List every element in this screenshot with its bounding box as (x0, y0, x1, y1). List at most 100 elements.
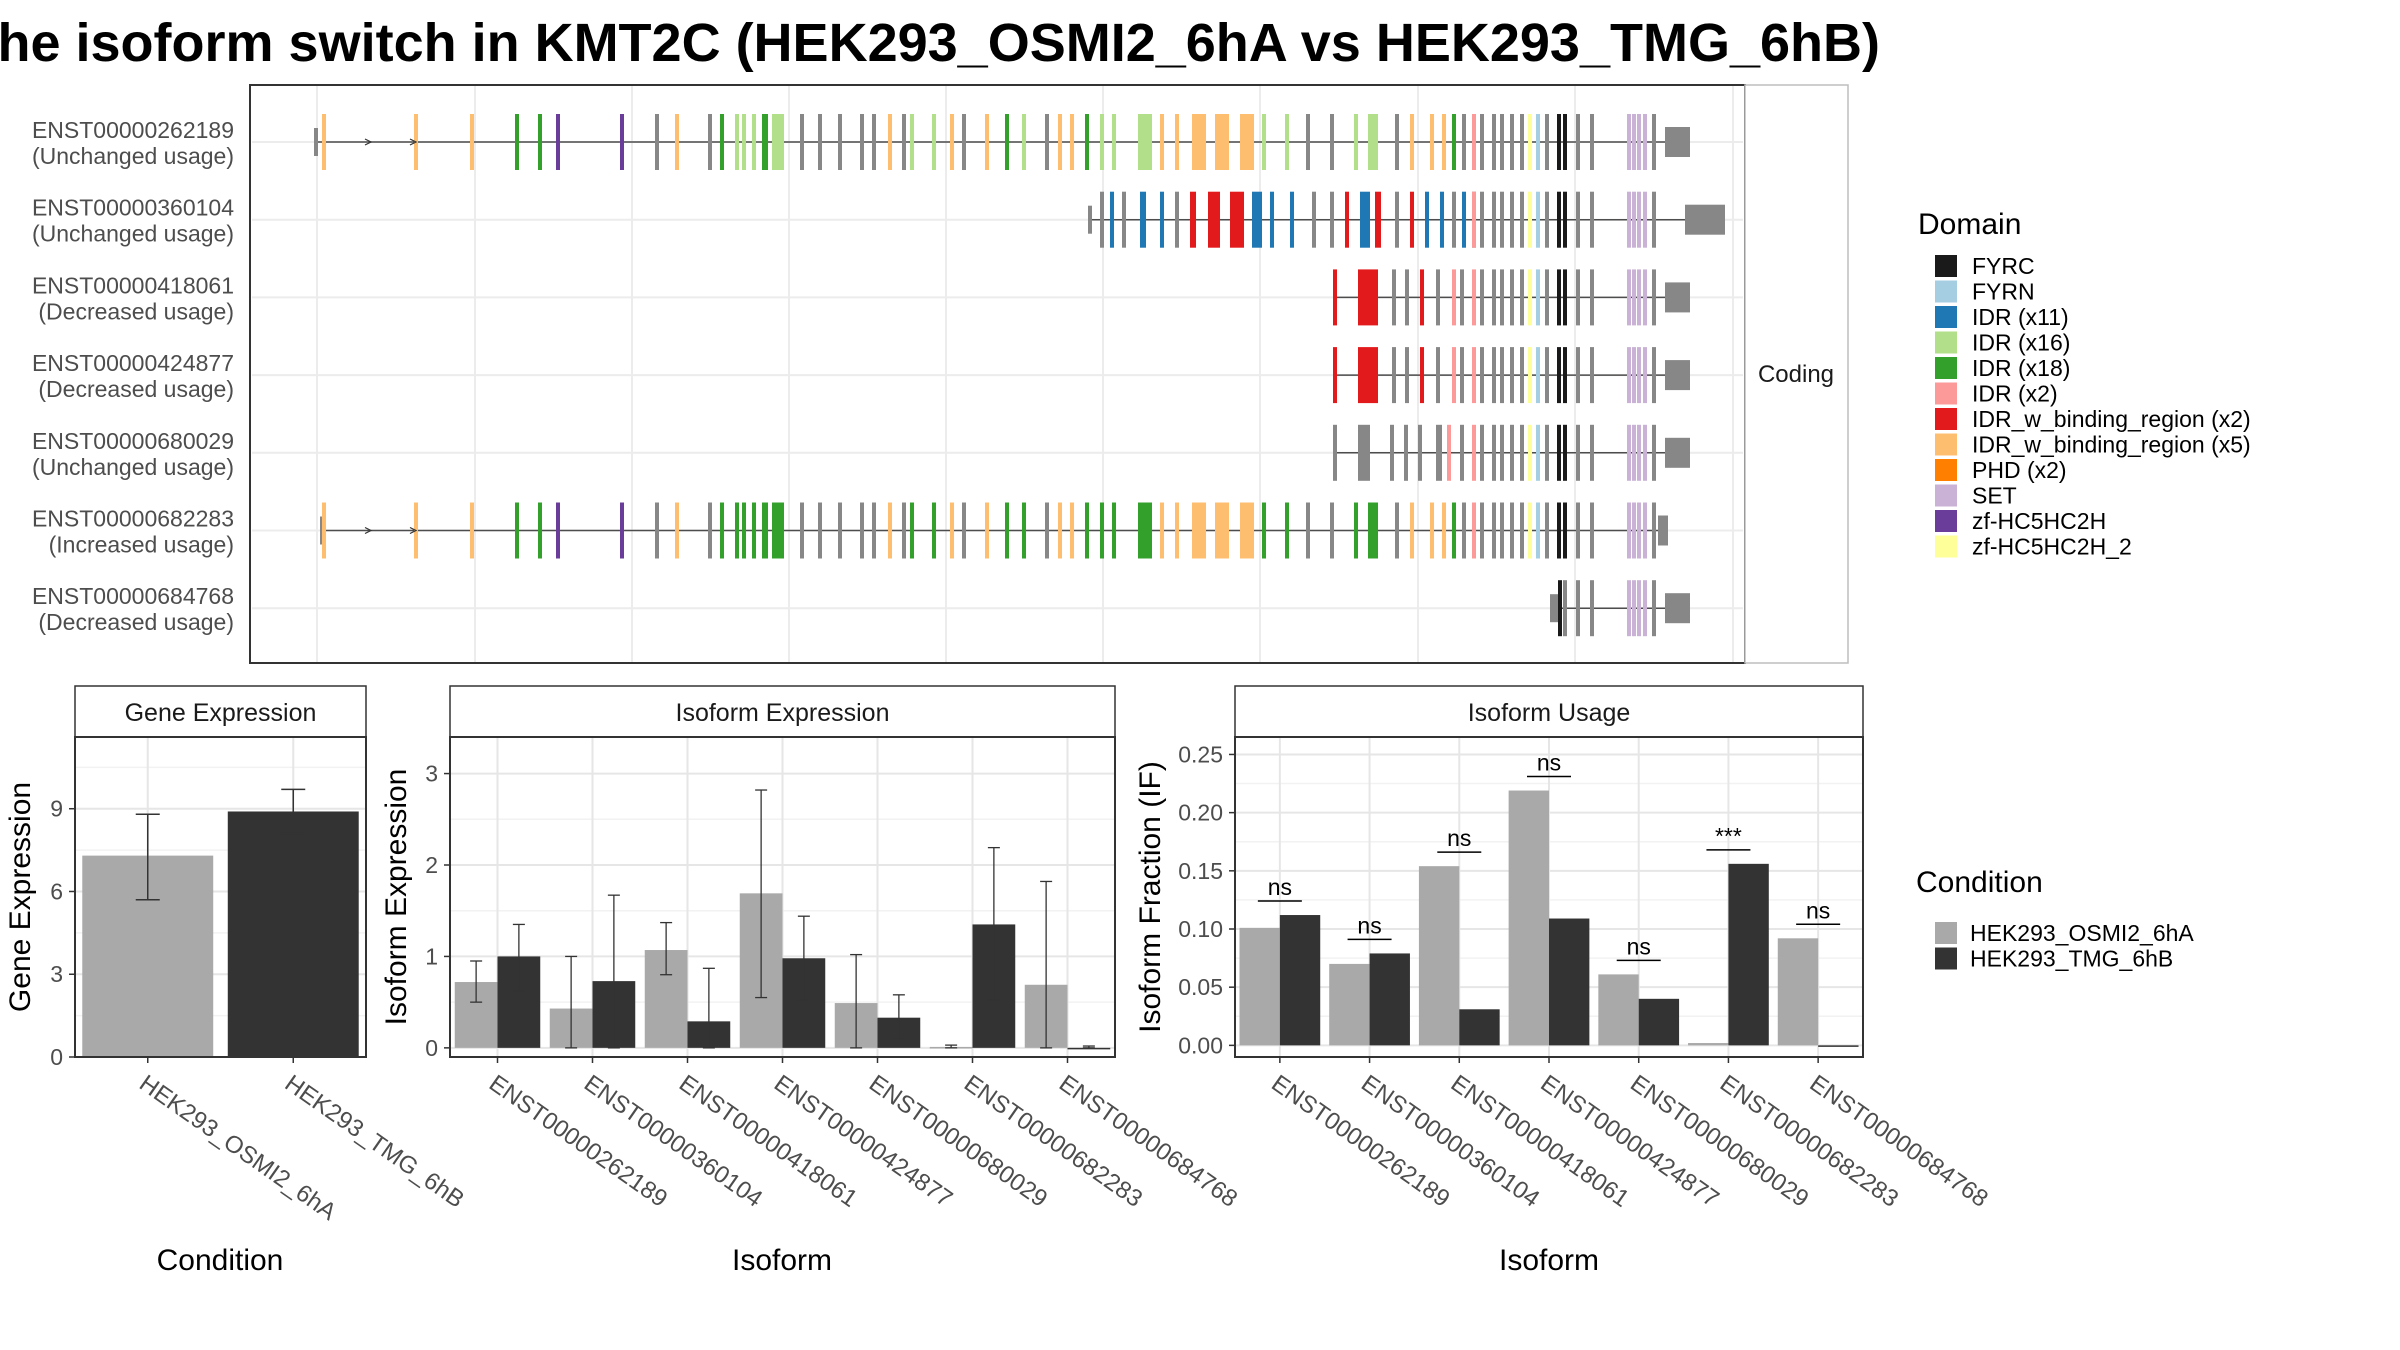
exon (1138, 114, 1152, 170)
exon (1100, 502, 1104, 559)
isoform-usage-label: (Decreased usage) (38, 298, 234, 324)
exon (1462, 191, 1466, 248)
exon (675, 114, 679, 170)
exon (1643, 191, 1647, 248)
exon (1563, 424, 1567, 481)
exon (1590, 424, 1594, 481)
exon (1536, 114, 1540, 170)
transcript-track (1333, 424, 1690, 481)
exon (1500, 269, 1504, 326)
exon (1637, 191, 1641, 248)
exon (675, 502, 679, 559)
exon (735, 114, 739, 170)
utr-block (1665, 437, 1690, 468)
exon (932, 114, 936, 170)
exon (1462, 502, 1466, 559)
y-tick-label: 0.05 (1178, 974, 1223, 1000)
structure-tracks (314, 114, 1725, 637)
bar (1067, 1047, 1111, 1050)
domain-legend-swatch (1935, 510, 1957, 532)
exon (1262, 114, 1266, 170)
exon (1208, 191, 1220, 248)
domain-legend-label: IDR_w_binding_region (x2) (1972, 406, 2251, 432)
x-tick-label: ENST00000418061 (674, 1070, 862, 1213)
bar (1239, 927, 1280, 1046)
isoform-usage-label: (Unchanged usage) (32, 221, 234, 247)
exon (1005, 502, 1009, 559)
exon (1333, 424, 1337, 481)
significance-label: ns (1627, 933, 1651, 959)
exon (1440, 191, 1444, 248)
structure-panel: ENST00000262189(Unchanged usage)ENST0000… (32, 84, 1849, 664)
domain-legend-swatch (1935, 280, 1957, 303)
exon (1558, 580, 1562, 637)
exon (1138, 502, 1152, 559)
exon (1358, 269, 1368, 326)
exon (1312, 191, 1316, 248)
exon (752, 502, 756, 559)
facet-strip (74, 685, 367, 739)
significance-label: ns (1806, 897, 1830, 923)
exon (1368, 502, 1378, 559)
exon (872, 114, 876, 170)
condition-legend-swatch (1935, 922, 1957, 944)
exon (708, 502, 712, 559)
exon (556, 502, 560, 559)
exon (1520, 269, 1524, 326)
exon (1215, 502, 1229, 559)
exon (1528, 191, 1532, 248)
y-tick-label: 1 (425, 943, 438, 969)
exon (1545, 114, 1549, 170)
exon (1643, 269, 1647, 326)
exon (1333, 269, 1337, 326)
domain-legend-swatch (1935, 433, 1957, 456)
exon (772, 114, 784, 170)
x-tick-label: ENST00000684768 (1054, 1070, 1242, 1213)
isoform-usage-label: (Unchanged usage) (32, 454, 234, 480)
plot-border (74, 736, 367, 1058)
exon (1330, 114, 1334, 170)
exon (1520, 347, 1524, 404)
exon (1643, 347, 1647, 404)
exon (1576, 502, 1580, 559)
utr-block (1658, 515, 1668, 546)
exon (1627, 191, 1631, 248)
strand-arrow (409, 138, 418, 146)
exon (1627, 580, 1631, 637)
exon (962, 114, 966, 170)
exon (1632, 191, 1636, 248)
domain-legend-label: zf-HC5HC2H (1972, 508, 2106, 534)
exon (1330, 502, 1334, 559)
exon (1563, 191, 1567, 248)
x-tick-label: ENST00000424877 (769, 1070, 957, 1213)
exon (1528, 347, 1532, 404)
bar (1728, 863, 1769, 1046)
exon (1085, 502, 1089, 559)
exon (1627, 424, 1631, 481)
figure-title: The isoform switch in KMT2C (HEK293_OSMI… (0, 13, 1880, 73)
exon (1436, 269, 1440, 326)
exon (1368, 269, 1378, 326)
exon (1460, 347, 1464, 404)
y-tick-label: 0.25 (1178, 741, 1223, 767)
exon (1563, 347, 1567, 404)
exon (1270, 191, 1274, 248)
domain-legend-label: FYRC (1972, 253, 2035, 279)
exon (1175, 114, 1179, 170)
exon (1022, 114, 1026, 170)
domain-legend-label: FYRN (1972, 279, 2035, 305)
exon (1472, 347, 1476, 404)
exon (1545, 269, 1549, 326)
utr-block (1685, 204, 1725, 235)
exon (1160, 114, 1164, 170)
bar (1818, 1045, 1859, 1047)
domain-legend-swatch (1935, 408, 1957, 430)
exon (1290, 191, 1294, 248)
y-tick-label: 6 (50, 878, 63, 904)
exon (1492, 424, 1496, 481)
exon (1480, 191, 1484, 248)
exon (556, 114, 560, 170)
domain-legend-label: IDR_w_binding_region (x5) (1972, 432, 2251, 458)
y-tick-label: 0.10 (1178, 916, 1223, 942)
